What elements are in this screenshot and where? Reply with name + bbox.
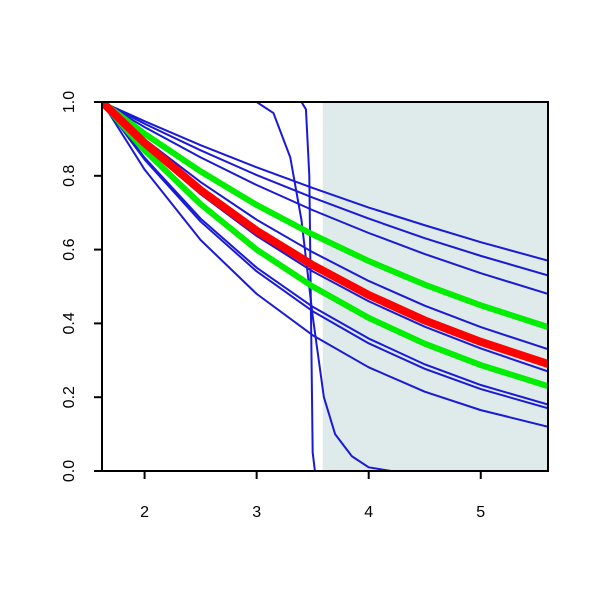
x-tick-label: 3 xyxy=(252,504,261,521)
y-tick-label: 0.8 xyxy=(61,165,78,187)
series-line xyxy=(102,102,548,471)
y-tick-label: 0.4 xyxy=(61,312,78,334)
x-tick-label: 4 xyxy=(364,504,373,521)
series-line xyxy=(102,102,548,428)
y-tick-label: 0.0 xyxy=(61,460,78,482)
series-line xyxy=(102,102,548,389)
series-line xyxy=(102,102,548,368)
series-line xyxy=(102,102,548,330)
x-tick-label: 5 xyxy=(476,504,485,521)
series-line xyxy=(102,102,548,295)
series-line xyxy=(102,102,548,406)
series-line xyxy=(102,102,548,262)
series-line xyxy=(102,102,548,471)
y-tick-label: 1.0 xyxy=(61,91,78,113)
y-tick-label: 0.2 xyxy=(61,386,78,408)
plot-frame xyxy=(101,101,549,472)
plot-lines xyxy=(102,102,548,471)
series-line xyxy=(102,102,548,277)
y-tick-label: 0.6 xyxy=(61,238,78,260)
x-tick-label: 2 xyxy=(140,504,149,521)
